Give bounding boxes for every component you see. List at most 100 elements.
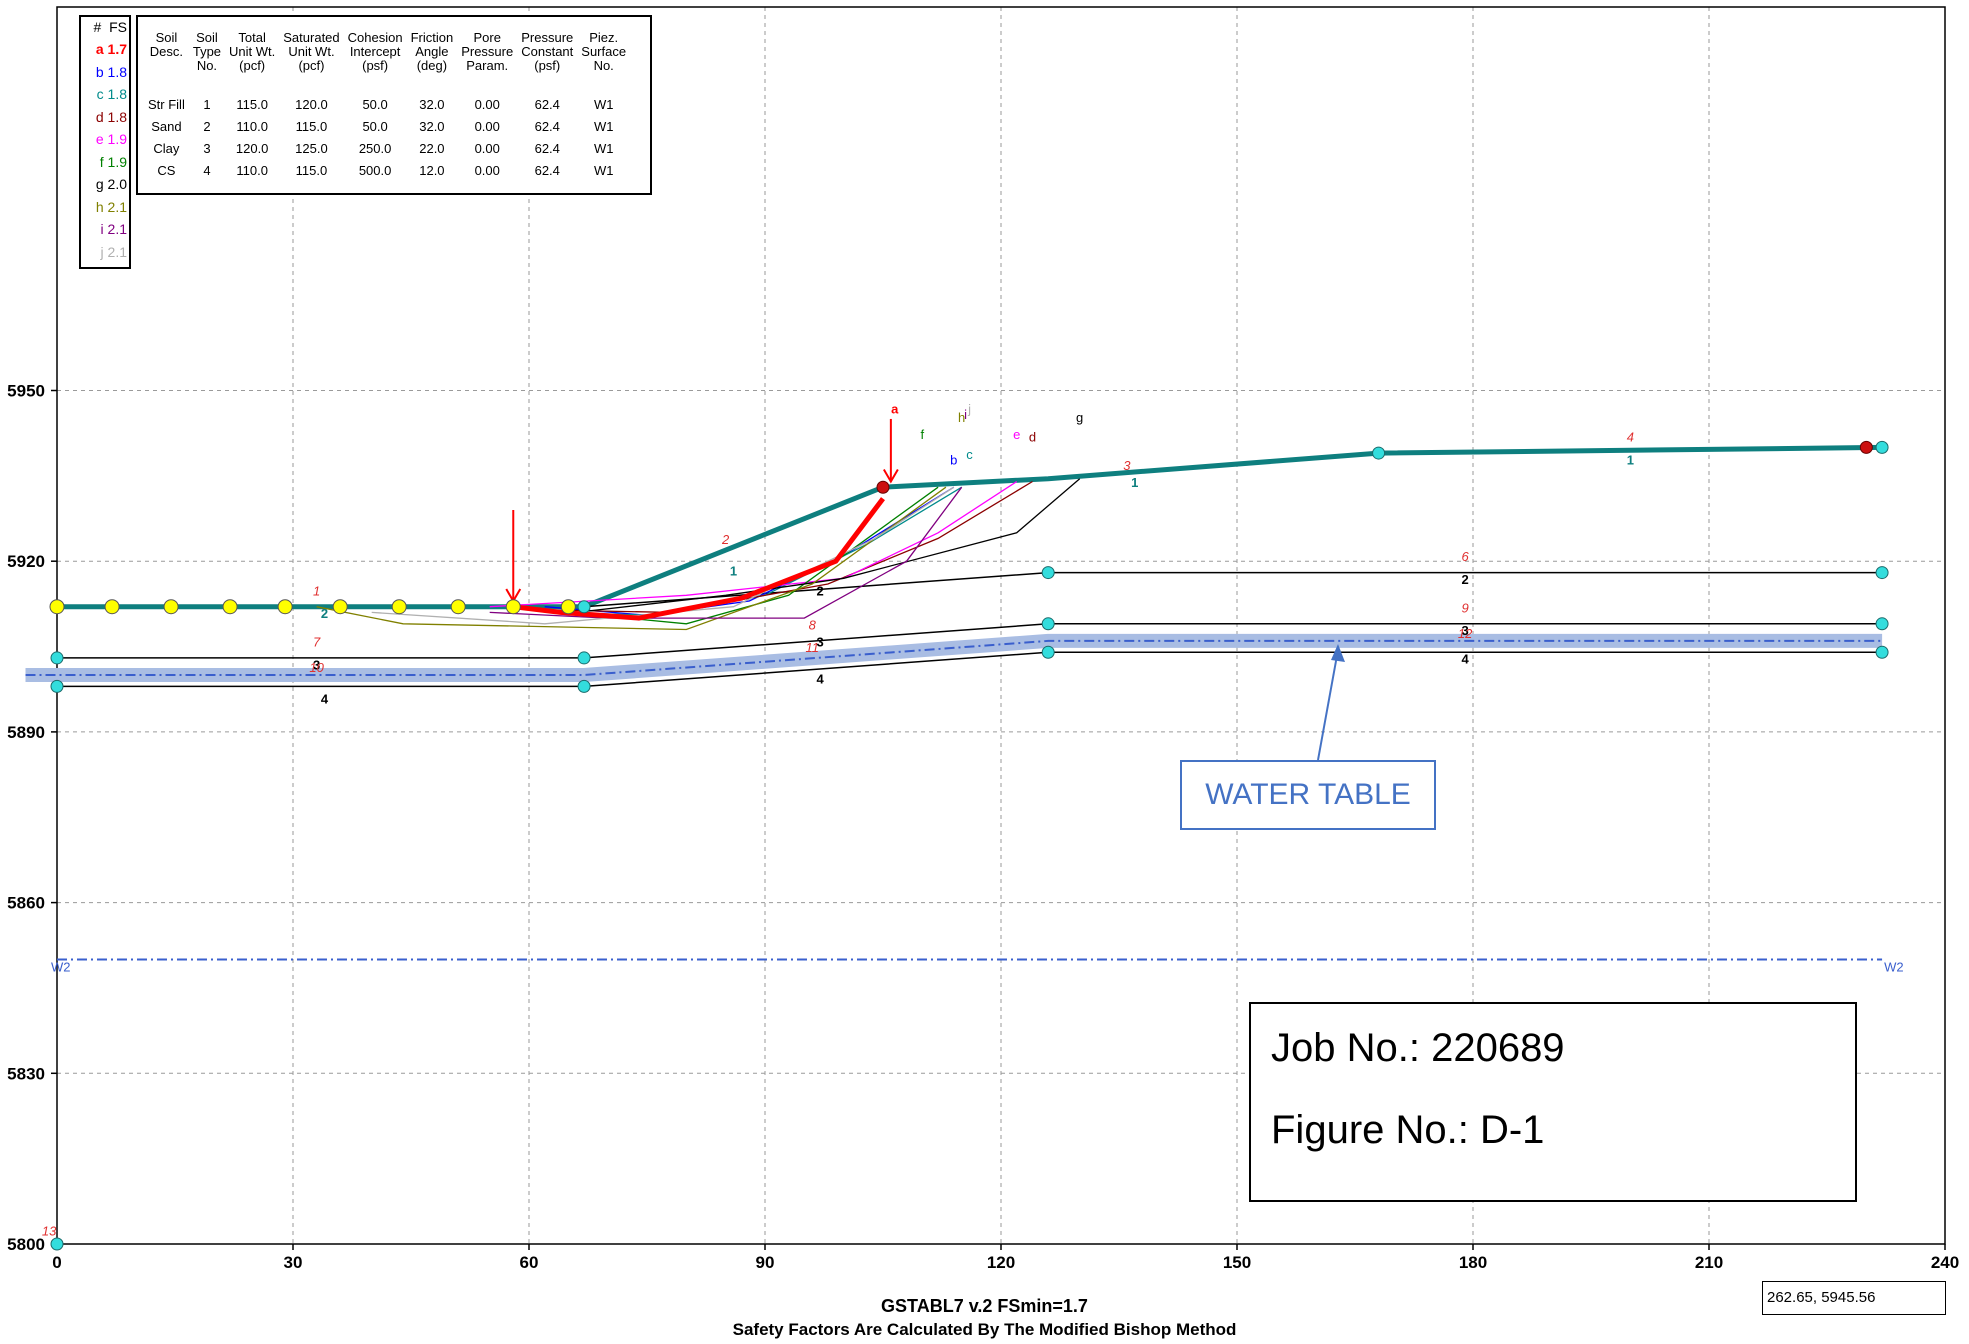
critical-surface-a [513,497,885,621]
search-point-marker [505,599,521,615]
legend-row-e: e 1.9 [95,131,127,147]
soil-table-cell: 250.0 [358,141,392,156]
soil-table-cell: 120.0 [235,141,269,156]
trial-surface-j [371,486,955,625]
soil-table-cell: Clay [153,141,180,156]
x-tick-label: 0 [52,1253,61,1272]
w2-label-end: W2 [1884,960,1904,975]
boundary-number: 2 [721,532,730,547]
soil-table-row: Str Fill 1 115.0 120.0 50.0 32.0 0.00 62.4 W1 [144,97,630,119]
soil-table-cell: 1 [203,97,211,112]
surface-letter-h: h [958,410,965,425]
soil-table-row: Sand 2 110.0 115.0 50.0 32.0 0.00 62.4 W1 [144,119,630,141]
soil-table-header: Soil Type No. [192,30,222,73]
soil-table-cell: W1 [593,119,614,134]
cursor-coordinate-readout: 262.65, 5945.56 [1762,1281,1946,1315]
soil-table-header: Pore Pressure Param. [461,30,514,73]
soil-table-header: Saturated Unit Wt. (pcf) [283,30,340,73]
boundary-point-marker [1875,645,1889,659]
trial-surface-e [489,480,1018,608]
legend-row-j: j 2.1 [100,243,127,260]
soil-table-cell: CS [157,163,176,178]
chart-subtitle: Safety Factors Are Calculated By The Mod… [732,1320,1237,1339]
plot-axes: 0 30 60 90 120 150 180 210 240580058305860589059… [7,6,1959,1272]
water-table: W2 W2 [25,633,1904,975]
boundary-point-marker [1875,617,1889,631]
search-point-marker [222,599,238,615]
boundary-number: 10 [309,660,324,675]
legend-row-h: h 2.1 [95,198,127,215]
water-table-line [25,639,1883,676]
water-table-label: WATER TABLE [1180,760,1436,830]
search-point-marker [391,599,407,615]
x-tick-label: 150 [1223,1253,1251,1272]
soil-region-label: 1 [1131,475,1138,490]
soil-table-cell: 115.0 [295,119,328,134]
legend-header: # FS [93,19,127,35]
boundary-number: 13 [42,1223,57,1238]
boundary-point-marker [1875,440,1889,454]
surface-letter-a: a [891,401,899,416]
boundary-point-marker [577,600,591,614]
boundary-number: 12 [1458,626,1473,641]
x-tick-label: 90 [756,1253,775,1272]
trial-surface-g [576,478,1081,614]
soil-table-cell: 2 [203,119,211,134]
boundary-point-marker [50,1237,64,1251]
soil-table-cell: 22.0 [419,141,445,156]
legend-row-g: g 2.0 [95,176,127,192]
soil-table-row: CS 4 110.0 115.0 500.0 12.0 0.00 62.4 W1 [144,163,630,185]
search-point-marker [332,599,348,615]
search-point-marker [560,599,576,615]
soil-region-label: 3 [816,635,823,650]
soil-table-cell: 12.0 [419,163,445,178]
boundary-point-marker [1041,645,1055,659]
boundary-boundary-3 [57,623,1883,659]
surface-letter-f: f [921,427,925,442]
boundary-point-marker [50,651,64,665]
boundary-point-marker [1875,566,1889,580]
boundary-point-marker [1041,617,1055,631]
surface-letter-e: e [1013,427,1020,442]
soil-table-cell: 50.0 [362,119,388,134]
soil-region-label: 3 [313,657,320,672]
soil-table-cell: 3 [203,141,211,156]
soil-table-cell: 110.0 [236,163,268,178]
boundary-point-marker [50,679,64,693]
search-point-marker [277,599,293,615]
critical-end-marker [876,480,890,494]
x-tick-label: 30 [284,1253,303,1272]
search-point-marker [163,599,179,615]
x-tick-label: 120 [987,1253,1015,1272]
surface-letter-d: d [1029,430,1036,445]
soil-region-label: 2 [321,606,328,621]
soil-table-header: Piez. Surface No. [581,30,627,73]
boundary-number: 3 [1123,458,1131,473]
chart-title: GSTABL7 v.2 FSmin=1.7 [881,1296,1088,1316]
soil-table-cell: 0.00 [474,141,500,156]
soil-region-label: 3 [1462,623,1469,638]
soil-table-cell: 115.0 [236,97,268,112]
soil-table-cell: 125.0 [295,141,328,156]
soil-region-label: 2 [816,583,823,598]
legend-row-d: d 1.8 [95,108,127,125]
y-tick-label: 5860 [7,894,45,913]
trial-surface-h [316,486,947,631]
soil-region-label: 4 [1462,652,1470,667]
critical-failure-surface [505,418,899,621]
soil-table-cell: W1 [593,97,614,112]
plot-markers [49,440,1889,1251]
soil-table-cell: W1 [593,141,614,156]
boundary-point-marker [1041,566,1055,580]
trial-surface-d [528,480,1033,614]
x-tick-label: 240 [1931,1253,1959,1272]
job-number: Job No.: 220689 [1271,1026,1565,1070]
soil-table-cell: 500.0 [358,163,392,178]
surface-letter-g: g [1076,410,1083,425]
grid [57,7,1945,1244]
soil-table-cell: 4 [203,163,211,178]
w2-label-start: W2 [51,960,71,975]
soil-table-row: Clay 3 120.0 125.0 250.0 22.0 0.00 62.4 W1 [144,141,630,163]
